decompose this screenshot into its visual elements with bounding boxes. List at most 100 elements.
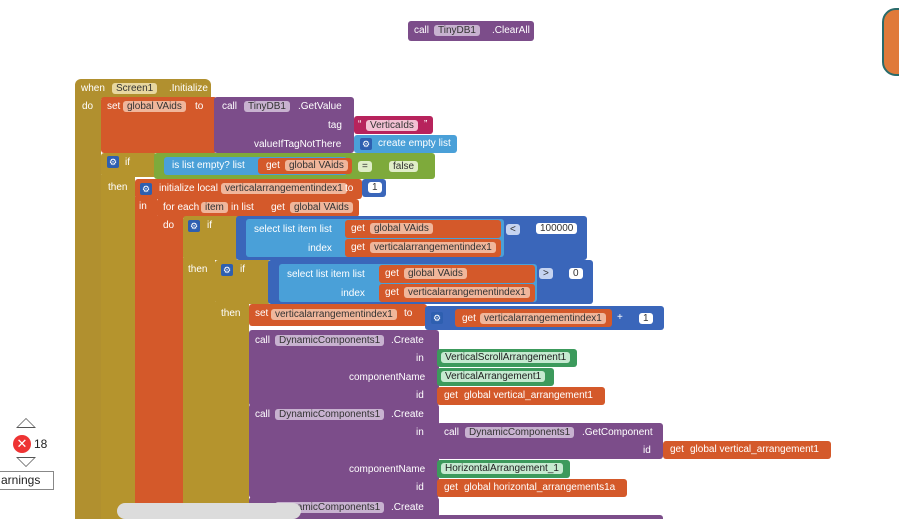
quote-icon: ” [424, 119, 428, 130]
component-name-value[interactable]: VerticalArrangement1 [441, 371, 546, 382]
number-value[interactable]: 1 [368, 182, 382, 193]
event-do-column: do [75, 97, 101, 519]
call-keyword: call [255, 409, 271, 420]
previous-warning-icon[interactable] [16, 418, 36, 428]
component-dropdown[interactable]: VerticalScrollArrangement1 [441, 352, 571, 363]
component-block[interactable]: VerticalScrollArrangement1 [437, 349, 577, 367]
number-block[interactable]: 1 [362, 179, 386, 197]
dynamic-create-block-1[interactable]: call DynamicComponents1 .Create in compo… [249, 330, 439, 406]
get-global-block[interactable]: get global horizontal_arrangements1a [437, 479, 627, 497]
quote-icon: “ [358, 119, 362, 130]
gear-icon[interactable]: ⚙ [221, 264, 233, 276]
gear-icon[interactable]: ⚙ [107, 156, 119, 168]
local-variable-name[interactable]: verticalarrangementindex1 [221, 183, 347, 194]
gear-icon[interactable]: ⚙ [360, 138, 372, 150]
component-dropdown[interactable]: DynamicComponents1 [275, 335, 385, 346]
variable-dropdown[interactable]: global VAids [285, 160, 348, 171]
screen-initialize-event[interactable]: when Screen1 .Initialize [75, 79, 211, 99]
get-keyword: get [385, 287, 399, 298]
number-value[interactable]: 1 [639, 313, 653, 324]
get-index-block[interactable]: get verticalarrangementindex1 [379, 284, 535, 302]
index-variable[interactable]: verticalarrangementindex1 [480, 313, 606, 324]
gear-icon[interactable]: ⚙ [140, 183, 152, 195]
if-block-1[interactable]: ⚙ if [101, 153, 157, 177]
index-label: index [341, 288, 365, 299]
select-list-item-label: select list item list [287, 269, 365, 280]
get-global-block[interactable]: get global vertical_arrangement1 [437, 387, 605, 405]
component-dropdown[interactable]: TinyDB1 [434, 25, 480, 36]
component-dropdown[interactable]: DynamicComponents1 [275, 409, 385, 420]
set-index-block[interactable]: set verticalarrangementindex1 to [249, 304, 427, 326]
do-keyword: do [82, 101, 94, 112]
dynamic-create-block-2[interactable]: call DynamicComponents1 .Create in compo… [249, 404, 439, 498]
variable-dropdown[interactable]: global VAids [404, 268, 467, 279]
less-than-dropdown[interactable]: < [506, 224, 520, 235]
to-keyword: to [404, 308, 413, 319]
initialize-local-block[interactable]: ⚙ initialize local verticalarrangementin… [135, 179, 362, 199]
number-value[interactable]: 0 [569, 268, 583, 279]
component-name-value[interactable]: HorizontalArrangement_1 [441, 463, 563, 474]
component-dropdown[interactable]: TinyDB1 [244, 101, 290, 112]
text-value[interactable]: VerticaIds [366, 120, 418, 131]
next-warning-icon[interactable] [16, 457, 36, 467]
mascot-icon[interactable] [882, 8, 899, 76]
method-name: .Create [391, 502, 424, 513]
horizontal-scrollbar[interactable] [117, 503, 301, 519]
get-vaids-block[interactable]: get global VAids [345, 220, 501, 238]
variable-dropdown[interactable]: global VAids [123, 101, 186, 112]
variable-name[interactable]: global horizontal_arrangements1a [464, 482, 616, 493]
variable-name[interactable]: global vertical_arrangement1 [690, 444, 819, 455]
get-index-block[interactable]: get verticalarrangementindex1 [345, 239, 501, 257]
get-vaids-block[interactable]: get global VAids [379, 265, 535, 283]
item-variable-name[interactable]: item [201, 202, 228, 213]
if-keyword: if [125, 157, 130, 168]
in-label: in [416, 353, 424, 364]
text-block[interactable]: VerticalArrangement1 [437, 368, 554, 386]
index-variable[interactable]: verticalarrangementindex1 [370, 242, 496, 253]
get-index-block[interactable]: get verticalarrangementindex1 [455, 309, 612, 327]
gear-icon[interactable]: ⚙ [431, 312, 443, 324]
component-dropdown[interactable]: DynamicComponents1 [465, 427, 575, 438]
variable-dropdown[interactable]: global VAids [370, 223, 433, 234]
tinydb-getvalue-block[interactable]: call TinyDB1 .GetValue tag valueIfTagNot… [214, 97, 354, 153]
get-vaids-block[interactable]: get global VAids [258, 158, 352, 174]
get-keyword: get [444, 390, 458, 401]
then-keyword: then [188, 264, 208, 275]
text-string-block[interactable]: “ VerticaIds ” [354, 116, 433, 134]
get-keyword: get [385, 268, 399, 279]
if-block-2[interactable]: ⚙ if [183, 216, 239, 260]
in-keyword: in [139, 201, 147, 212]
to-keyword: to [345, 183, 354, 194]
get-component-block[interactable] [437, 515, 663, 519]
in-list-label: in list [231, 202, 254, 213]
gear-icon[interactable]: ⚙ [188, 220, 200, 232]
number-value[interactable]: 100000 [536, 223, 578, 234]
id-label: id [416, 482, 424, 493]
component-name-label: componentName [349, 372, 426, 383]
if-block-3[interactable]: ⚙ if [215, 260, 271, 304]
variable-dropdown[interactable]: global VAids [290, 202, 353, 213]
set-vaids-block[interactable]: set global VAids to [101, 97, 217, 153]
false-block[interactable]: false [384, 157, 430, 175]
tinydb-clearall-block[interactable]: call TinyDB1 .ClearAll [408, 21, 534, 41]
number-block[interactable]: 1 [634, 309, 658, 327]
get-global-block[interactable]: get global vertical_arrangement1 [663, 441, 831, 459]
component-dropdown[interactable]: DynamicComponents1 [275, 502, 385, 513]
text-block[interactable]: HorizontalArrangement_1 [437, 460, 570, 478]
call-keyword: call [255, 335, 271, 346]
number-block[interactable]: 100000 [531, 220, 581, 238]
equals-dropdown[interactable]: = [358, 161, 372, 172]
screen-dropdown[interactable]: Screen1 [112, 83, 158, 94]
index-variable[interactable]: verticalarrangementindex1 [404, 287, 530, 298]
init-local-in-column: in [135, 197, 157, 519]
get-component-block[interactable]: call DynamicComponents1 .GetComponent id [437, 423, 663, 459]
variable-dropdown[interactable]: verticalarrangementindex1 [271, 309, 397, 320]
create-empty-list-block[interactable]: ⚙ create empty list [354, 135, 457, 153]
show-warnings-button[interactable]: arnings [0, 471, 54, 490]
false-dropdown[interactable]: false [389, 161, 419, 172]
number-block[interactable]: 0 [564, 265, 588, 283]
for-each-block[interactable]: for each item in list [157, 198, 275, 218]
variable-name[interactable]: global vertical_arrangement1 [464, 390, 593, 401]
get-vaids-block[interactable]: get global VAids [264, 199, 359, 217]
greater-than-dropdown[interactable]: > [539, 268, 553, 279]
